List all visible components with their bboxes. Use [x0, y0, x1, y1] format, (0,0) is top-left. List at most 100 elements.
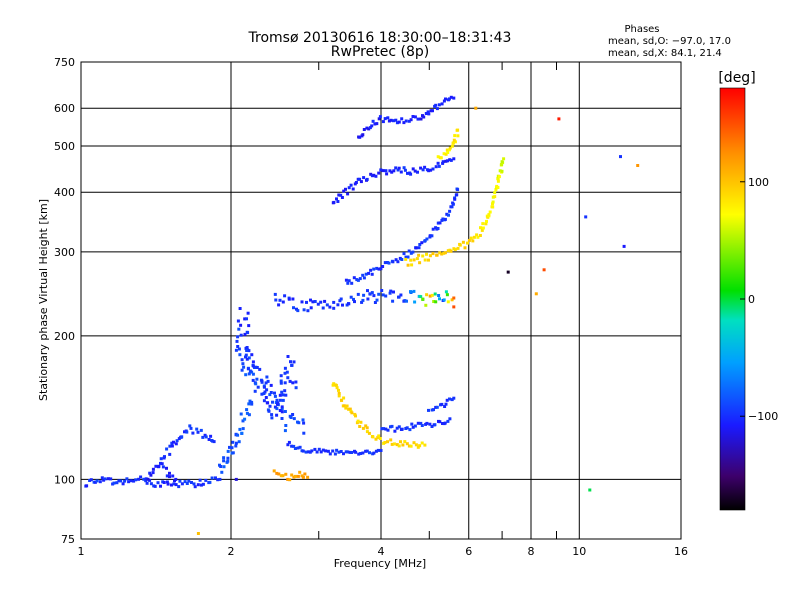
data-point	[278, 393, 282, 397]
data-point	[436, 221, 440, 225]
data-point	[397, 166, 401, 170]
data-point	[243, 332, 247, 336]
data-point	[361, 298, 365, 302]
data-point	[286, 477, 290, 481]
data-point	[444, 159, 448, 163]
data-point	[395, 121, 399, 125]
data-point	[236, 345, 240, 348]
phase-stats-o: mean, sd,O: −97.0, 17.0	[608, 36, 731, 47]
data-point	[458, 243, 462, 247]
data-point	[177, 485, 181, 489]
data-point	[230, 446, 234, 450]
data-point	[385, 172, 389, 176]
chart-title: Tromsø 20130616 18:30:00–18:31:43	[248, 30, 512, 46]
data-point	[301, 449, 305, 453]
data-point	[144, 477, 148, 481]
data-point	[469, 236, 473, 240]
data-point	[500, 169, 504, 173]
data-point	[371, 119, 375, 123]
data-point	[264, 396, 268, 399]
data-point	[292, 360, 296, 364]
data-point	[296, 474, 300, 478]
data-point	[377, 267, 381, 271]
data-point	[170, 441, 174, 445]
phase-stats-heading: Phases	[624, 24, 659, 35]
y-tick-label: 750	[54, 56, 75, 69]
data-point	[452, 396, 456, 400]
data-point	[271, 400, 274, 404]
data-point	[306, 475, 310, 479]
data-point	[443, 217, 447, 221]
data-point	[428, 422, 432, 426]
data-point	[445, 212, 449, 216]
data-point	[290, 363, 294, 367]
data-point	[410, 422, 414, 426]
data-point	[185, 430, 189, 434]
data-point	[370, 291, 374, 295]
data-point	[403, 440, 407, 444]
data-point	[377, 434, 381, 438]
data-point	[245, 408, 249, 412]
data-point	[294, 386, 298, 390]
data-point	[374, 449, 378, 453]
data-point	[455, 193, 459, 197]
data-point	[264, 381, 268, 385]
data-point	[269, 383, 273, 387]
data-point	[420, 241, 424, 245]
data-point	[399, 440, 402, 444]
data-point	[377, 292, 381, 296]
data-point	[89, 478, 93, 482]
data-point	[95, 479, 99, 483]
data-point	[358, 135, 362, 139]
data-point	[85, 484, 89, 488]
data-point	[439, 156, 443, 160]
data-point	[353, 300, 356, 304]
data-point	[332, 200, 336, 204]
data-point	[416, 170, 419, 174]
data-point	[240, 358, 244, 362]
data-point	[356, 278, 360, 282]
data-point	[422, 115, 426, 119]
data-point	[430, 425, 434, 428]
data-point	[289, 360, 292, 364]
data-point	[174, 442, 178, 446]
data-point	[292, 475, 296, 479]
data-point	[331, 449, 335, 453]
data-point	[452, 138, 456, 142]
data-point	[376, 448, 380, 452]
data-point	[316, 302, 320, 306]
data-point	[361, 133, 365, 137]
data-point	[380, 427, 384, 431]
data-point	[402, 121, 406, 125]
data-point	[280, 410, 284, 414]
data-point	[453, 140, 457, 144]
data-point	[279, 374, 283, 378]
data-point	[172, 440, 175, 444]
data-point	[185, 482, 189, 485]
data-point	[204, 478, 208, 482]
data-point	[284, 472, 288, 476]
data-point	[98, 480, 102, 484]
data-point	[283, 294, 287, 298]
data-point	[333, 452, 337, 456]
data-point	[588, 488, 592, 492]
data-point	[154, 464, 158, 468]
data-point	[413, 169, 417, 173]
data-point	[344, 187, 347, 191]
data-point	[191, 431, 195, 435]
data-point	[383, 117, 387, 121]
data-point	[337, 450, 341, 454]
data-point	[421, 297, 425, 301]
data-point	[337, 394, 341, 398]
data-point	[374, 174, 378, 178]
data-point	[292, 306, 295, 310]
data-point	[394, 166, 398, 170]
data-point	[382, 427, 386, 431]
data-point	[397, 444, 401, 448]
data-point	[240, 368, 244, 372]
data-point	[401, 443, 405, 447]
data-point	[404, 119, 408, 123]
data-point	[222, 459, 226, 463]
chart-subtitle: RwPretec (8p)	[331, 44, 429, 60]
data-point	[425, 421, 429, 425]
